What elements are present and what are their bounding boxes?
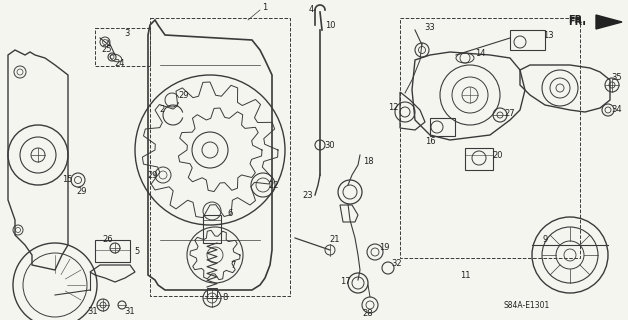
Text: 5: 5 [134,247,139,257]
Text: 24: 24 [115,60,125,68]
Polygon shape [596,15,622,29]
Text: 27: 27 [505,108,516,117]
Bar [430,118,455,136]
Text: 30: 30 [325,140,335,149]
Text: 4: 4 [308,5,313,14]
Text: 20: 20 [493,150,503,159]
Text: 11: 11 [460,270,470,279]
Text: 12: 12 [387,102,398,111]
Text: 18: 18 [363,157,373,166]
Text: 31: 31 [125,308,135,316]
Text: 29: 29 [148,171,158,180]
Text: 35: 35 [612,74,622,83]
Text: 14: 14 [475,49,485,58]
Text: 16: 16 [425,138,435,147]
Text: 26: 26 [103,236,113,244]
Text: 21: 21 [330,236,340,244]
Text: 17: 17 [340,277,350,286]
Text: 15: 15 [62,174,72,183]
Text: 22: 22 [269,180,279,189]
Text: 31: 31 [88,308,99,316]
Text: 2: 2 [160,106,165,115]
Text: 3: 3 [124,28,130,37]
Text: 19: 19 [379,244,389,252]
Bar [95,240,130,262]
Text: 23: 23 [303,190,313,199]
Text: 1: 1 [263,4,268,12]
Text: 6: 6 [227,210,233,219]
Text: 10: 10 [325,20,335,29]
Bar [400,18,580,258]
Text: 9: 9 [543,236,548,244]
Bar [510,30,545,50]
Bar [95,28,150,66]
Text: 7: 7 [230,260,236,269]
Text: 28: 28 [363,309,373,318]
Text: 32: 32 [392,260,403,268]
Text: 29: 29 [77,188,87,196]
Bar [203,215,221,243]
Text: 34: 34 [612,106,622,115]
Text: 29: 29 [179,91,189,100]
Bar [150,18,290,296]
Text: 33: 33 [425,22,435,31]
Text: 25: 25 [102,45,112,54]
Bar [207,288,217,298]
Text: 13: 13 [543,30,553,39]
Text: FR.: FR. [568,15,586,25]
Text: 8: 8 [222,293,228,302]
Text: S84A-E1301: S84A-E1301 [504,300,550,309]
Text: FR.: FR. [568,17,586,27]
Bar [465,148,493,170]
